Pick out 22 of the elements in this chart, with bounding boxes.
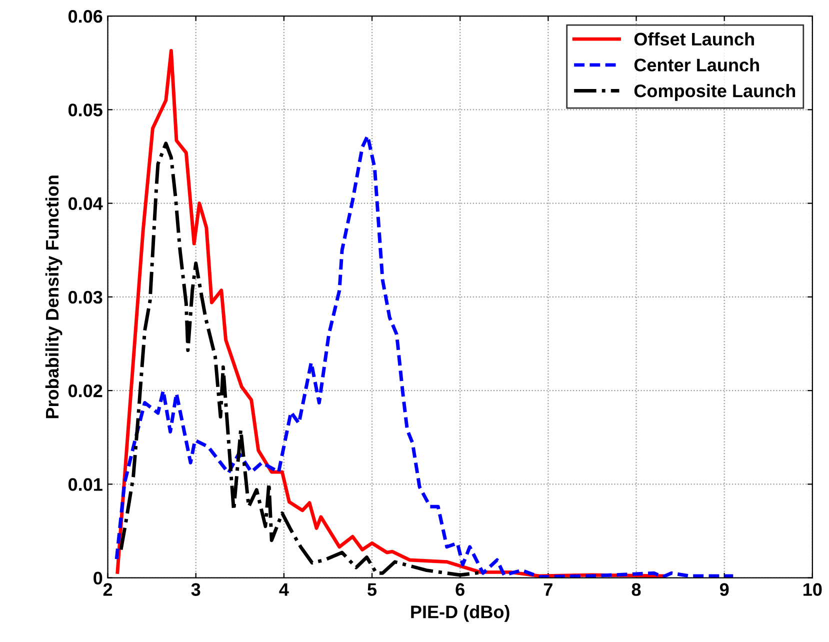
x-tick-label: 9	[720, 583, 729, 596]
y-tick-label: 0.05	[68, 104, 102, 116]
y-axis-title: Probability Density Function	[45, 176, 62, 418]
line-series	[114, 134, 735, 578]
y-tick-label: 0.01	[68, 478, 102, 491]
legend-label: Center Launch	[634, 58, 759, 72]
x-tick-label: 10	[804, 583, 822, 596]
y-tick-label: 0.06	[68, 10, 102, 23]
x-tick-label: 8	[632, 583, 641, 596]
x-tick-label: 6	[456, 583, 464, 596]
y-tick-label: 0.03	[68, 290, 102, 304]
x-tick-label: 3	[191, 583, 200, 596]
legend-label: Composite Launch	[634, 84, 796, 101]
x-tick-label: 5	[368, 583, 377, 596]
y-tick-label: 0	[94, 572, 102, 585]
x-axis-title: PIE-D (dBo)	[411, 605, 510, 622]
y-tick-label: 0.02	[68, 384, 102, 398]
y-tick-label: 0.04	[68, 197, 103, 210]
x-tick-label: 7	[544, 583, 552, 596]
x-tick-label: 4	[279, 583, 289, 596]
legend-label: Offset Launch	[634, 32, 754, 46]
x-tick-label: 2	[103, 583, 112, 596]
